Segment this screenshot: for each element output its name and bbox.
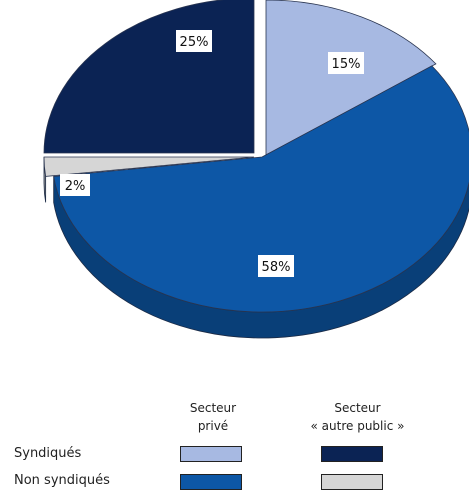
legend-swatch-other-public-syndiques [321, 446, 383, 462]
slice-label-private-non-syndiques: 58% [262, 260, 291, 275]
slice-label-other-public-non-syndiques: 2% [65, 179, 86, 194]
legend-column-header-private: Secteur privé [168, 399, 258, 435]
slice-label-other-public-syndiques: 25% [180, 35, 209, 50]
legend-swatch-other-public-non-syndiques [321, 474, 383, 490]
slice-label-box-private-syndiques [328, 52, 364, 74]
legend-column-private-line2: privé [197, 419, 229, 433]
pie-slice-private-syndiques [265, 0, 437, 156]
legend-row-label-non-syndiques: Non syndiqués [14, 473, 110, 488]
slice-label-box-private-non-syndiques [258, 255, 294, 277]
legend-swatch-private-non-syndiques [180, 474, 242, 490]
legend-column-header-other-public: Secteur « autre public » [290, 399, 425, 435]
pie-chart: 15% 58% 2% 25% [43, 0, 469, 339]
pie-slice-other-public-syndiques [43, 0, 255, 154]
slice-label-box-other-public-syndiques [176, 30, 212, 52]
pie-slice-other-public-non-syndiques [43, 156, 255, 177]
legend-column-other-public-line2: « autre public » [310, 419, 405, 433]
legend-row-label-syndiques: Syndiqués [14, 446, 82, 461]
legend-column-private-line1: Secteur [189, 401, 237, 415]
legend-swatch-private-syndiques [180, 446, 242, 462]
slice-label-box-other-public-non-syndiques [60, 174, 90, 196]
pie-slice-private-non-syndiques [53, 65, 469, 313]
slice-label-private-syndiques: 15% [332, 57, 361, 72]
legend-column-other-public-line1: Secteur [334, 401, 381, 415]
